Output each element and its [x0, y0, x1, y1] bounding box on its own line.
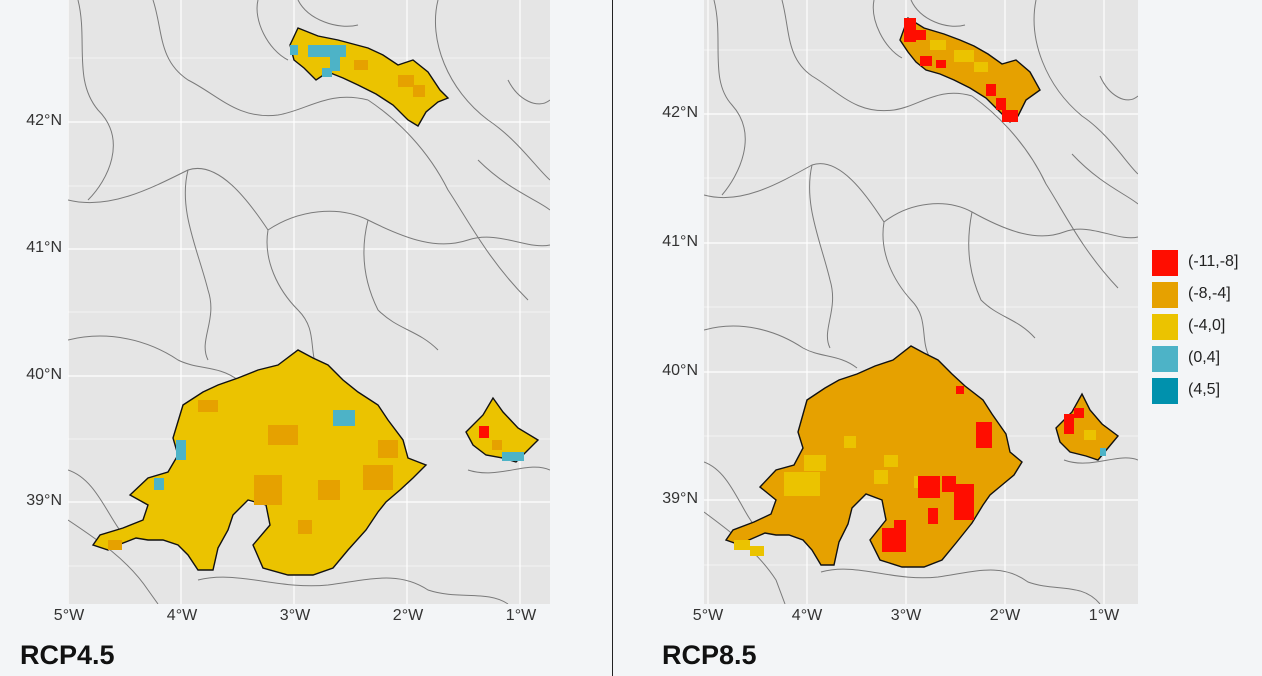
map-rcp85-svg	[704, 0, 1138, 604]
y-tick-41: 41°N	[26, 239, 62, 256]
legend-swatch	[1152, 314, 1178, 340]
legend-label: (-11,-8]	[1188, 253, 1239, 270]
region-south	[91, 349, 428, 576]
x-tick-2w: 2°W	[392, 607, 424, 624]
region-north	[289, 27, 450, 127]
x-tick-3w: 3°W	[890, 607, 922, 624]
panel-divider	[612, 0, 613, 676]
legend-label: (0,4]	[1188, 349, 1221, 366]
y-tick-42: 42°N	[662, 104, 698, 121]
legend-swatch	[1152, 282, 1178, 308]
legend-label: (-4,0]	[1188, 317, 1226, 334]
region-north	[899, 16, 1041, 123]
x-tick-1w: 1°W	[505, 607, 537, 624]
map-rcp45-svg	[68, 0, 550, 604]
y-tick-39: 39°N	[662, 490, 698, 507]
x-tick-1w: 1°W	[1088, 607, 1120, 624]
province-boundaries	[704, 0, 1138, 604]
map-rcp85	[704, 0, 1138, 604]
region-south	[724, 345, 1023, 568]
x-tick-4w: 4°W	[166, 607, 198, 624]
x-tick-5w: 5°W	[53, 607, 85, 624]
region-east	[1055, 392, 1120, 461]
x-tick-3w: 3°W	[279, 607, 311, 624]
y-tick-40: 40°N	[26, 366, 62, 383]
region-east	[465, 396, 540, 463]
legend-label: (-8,-4]	[1188, 285, 1231, 302]
legend-swatch	[1152, 250, 1178, 276]
y-tick-40: 40°N	[662, 362, 698, 379]
caption-rcp85: RCP8.5	[662, 640, 757, 670]
y-tick-39: 39°N	[26, 492, 62, 509]
legend-swatch	[1152, 346, 1178, 372]
x-tick-4w: 4°W	[791, 607, 823, 624]
x-tick-5w: 5°W	[692, 607, 724, 624]
y-tick-42: 42°N	[26, 112, 62, 129]
caption-rcp45: RCP4.5	[20, 640, 115, 670]
map-rcp45	[68, 0, 550, 604]
x-tick-2w: 2°W	[989, 607, 1021, 624]
legend-swatch	[1152, 378, 1178, 404]
legend-label: (4,5]	[1188, 381, 1221, 398]
y-tick-41: 41°N	[662, 233, 698, 250]
